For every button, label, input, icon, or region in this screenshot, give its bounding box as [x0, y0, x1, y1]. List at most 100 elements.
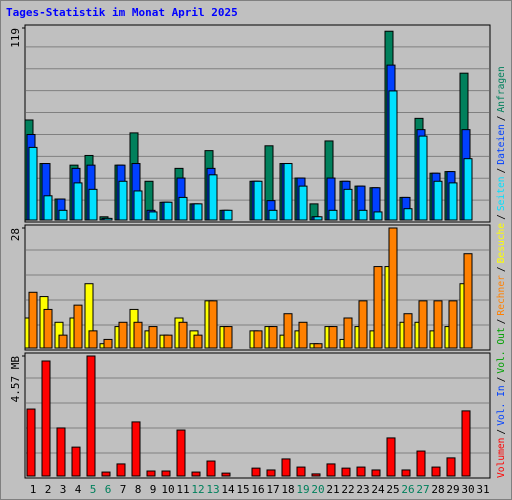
x-tick-label: 26 — [401, 483, 414, 496]
legend-entry: Besuche — [496, 223, 507, 264]
bar — [43, 195, 53, 221]
bar — [401, 469, 411, 477]
bar — [28, 146, 38, 221]
bar — [448, 182, 458, 221]
bar — [358, 300, 368, 349]
bar — [103, 217, 113, 221]
bar — [253, 180, 263, 221]
bar — [161, 470, 171, 477]
bar — [266, 469, 276, 477]
bar — [131, 421, 141, 477]
bar — [251, 467, 261, 477]
bar — [223, 209, 233, 221]
x-tick-label: 1 — [30, 483, 37, 496]
bar — [418, 135, 428, 221]
legend-separator: / — [496, 429, 507, 435]
bar — [103, 338, 113, 349]
legend-separator: / — [496, 376, 507, 382]
chart-title: Tages-Statistik im Monat April 2025 — [6, 6, 238, 19]
x-tick-label: 17 — [266, 483, 279, 496]
x-tick-label: 31 — [476, 483, 489, 496]
legend-separator: / — [496, 214, 507, 220]
bar — [296, 466, 306, 477]
bar — [133, 190, 143, 221]
bar — [311, 473, 321, 477]
bar — [118, 180, 128, 221]
legend-entry: Volumen — [496, 438, 507, 478]
legend-separator: / — [496, 167, 507, 173]
y-tick-label: 28 — [9, 228, 22, 241]
bar — [178, 196, 188, 221]
legend-entry: Vol. In — [496, 385, 507, 425]
bar — [341, 467, 351, 477]
legend-separator: / — [496, 115, 507, 121]
x-tick-label: 19 — [296, 483, 309, 496]
bar — [386, 437, 396, 477]
bar — [116, 463, 126, 477]
bar — [461, 410, 471, 477]
legend-separator: / — [496, 318, 507, 324]
bar — [26, 408, 36, 477]
bar — [86, 355, 96, 477]
legend-entry: Seiten — [496, 176, 507, 211]
bar — [58, 334, 68, 349]
x-tick-label: 9 — [150, 483, 157, 496]
bar — [313, 216, 323, 221]
bar — [281, 458, 291, 477]
x-tick-label: 25 — [386, 483, 399, 496]
bar — [193, 203, 203, 221]
bar — [178, 321, 188, 349]
bar — [253, 330, 263, 349]
bar — [191, 471, 201, 477]
bar — [283, 163, 293, 221]
x-tick-label: 29 — [446, 483, 459, 496]
bar — [431, 466, 441, 477]
bar — [163, 334, 173, 349]
bar — [208, 300, 218, 349]
bar — [373, 211, 383, 221]
bar — [73, 304, 83, 349]
bar — [403, 208, 413, 221]
bar — [433, 300, 443, 349]
x-tick-label: 14 — [221, 483, 235, 496]
x-tick-label: 20 — [311, 483, 324, 496]
x-tick-label: 2 — [45, 483, 52, 496]
bar — [28, 291, 38, 349]
bar — [448, 300, 458, 349]
legend-entry: Rechner — [496, 275, 507, 316]
bar — [373, 266, 383, 349]
bar — [223, 326, 233, 349]
bar — [88, 330, 98, 349]
bar — [88, 188, 98, 221]
bar — [118, 321, 128, 349]
x-tick-label: 3 — [60, 483, 67, 496]
bar — [328, 209, 338, 221]
panel — [24, 352, 491, 479]
bar — [73, 182, 83, 221]
bar — [58, 209, 68, 221]
bar — [41, 360, 51, 477]
bar — [371, 469, 381, 477]
x-tick-label: 16 — [251, 483, 264, 496]
x-tick-label: 6 — [105, 483, 112, 496]
bar — [283, 313, 293, 349]
x-tick-label: 5 — [90, 483, 97, 496]
x-tick-label: 27 — [416, 483, 429, 496]
bar — [388, 227, 398, 349]
bar — [328, 326, 338, 349]
bar — [133, 321, 143, 349]
x-tick-label: 7 — [120, 483, 127, 496]
x-tick-label: 18 — [281, 483, 294, 496]
bar — [446, 457, 456, 477]
x-tick-label: 4 — [75, 483, 82, 496]
y-tick-label: 119 — [9, 28, 22, 48]
bar — [148, 326, 158, 349]
legend: Volumen / Vol. In / Vol. Out / Rechner / Besuche… — [496, 66, 507, 478]
bar — [221, 472, 231, 477]
bar — [298, 321, 308, 349]
bar — [418, 300, 428, 349]
bar — [313, 343, 323, 349]
y-tick-label: 4.57 MB — [9, 356, 22, 403]
bar — [56, 427, 66, 477]
